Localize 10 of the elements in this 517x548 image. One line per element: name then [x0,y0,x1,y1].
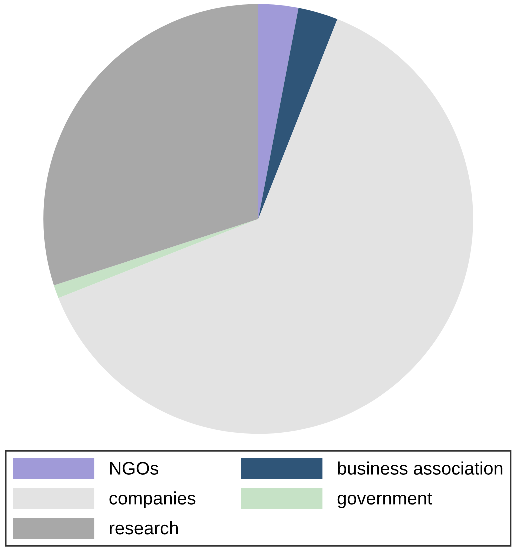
pie-slice [58,19,474,434]
pie-slice [54,219,258,298]
pie-slice [258,4,299,220]
legend-label: research [110,521,178,535]
legend-label: companies [110,492,196,508]
legend-label: government [338,492,432,508]
legend-label: NGOs [110,462,158,475]
legend-label: business association [338,462,503,475]
pie-slice [44,4,258,286]
pie-slice [258,8,338,220]
